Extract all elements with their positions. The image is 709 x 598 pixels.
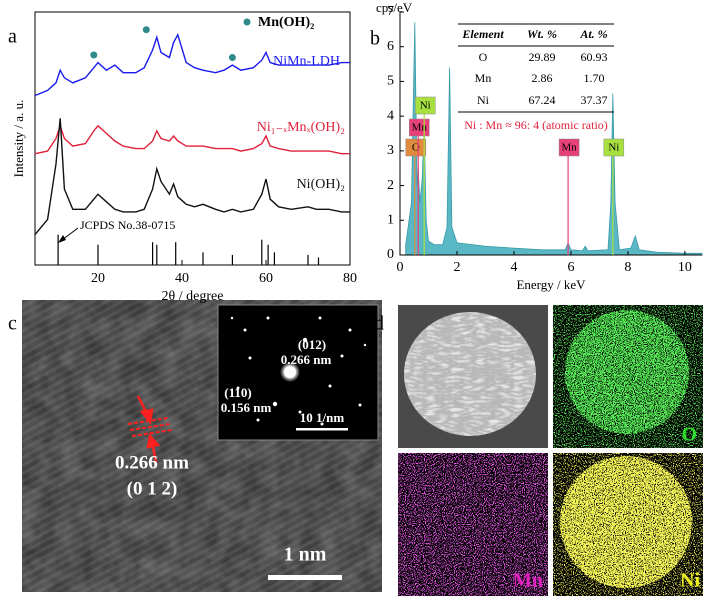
element-label: Mn xyxy=(561,142,577,154)
x-tick-label: 80 xyxy=(343,271,357,286)
x-tick-label: 10 xyxy=(678,260,692,275)
reference-arrow-head xyxy=(58,235,66,243)
element-label: O xyxy=(412,142,420,154)
x-tick-label: 6 xyxy=(567,260,574,275)
table-cell: 37.37 xyxy=(581,93,608,107)
y-tick-label: 2 xyxy=(387,178,394,193)
inset-plane-label: (012) xyxy=(298,337,326,352)
xrd-curve xyxy=(34,33,350,97)
element-box xyxy=(603,138,625,157)
panel-label: b xyxy=(370,28,380,50)
y-tick-label: 5 xyxy=(387,74,394,89)
y-tick-label: 3 xyxy=(387,143,394,158)
y-axis-label: cps/eV xyxy=(376,0,413,15)
inset-scale-label: 10 1/nm xyxy=(300,410,345,425)
o-map xyxy=(553,305,703,448)
x-tick-label: 2 xyxy=(453,260,460,275)
y-tick-label: 1 xyxy=(387,213,394,228)
series-label: NiMn-LDH xyxy=(273,54,340,69)
xrd-curve xyxy=(34,123,350,155)
ni-map xyxy=(553,453,703,596)
panel-label: d xyxy=(374,313,384,335)
y-axis-label: Intensity / a. u. xyxy=(11,100,26,178)
xrd-curve xyxy=(34,118,350,236)
x-tick-label: 0 xyxy=(397,260,404,275)
x-tick-label: 4 xyxy=(510,260,517,275)
ratio-note: Ni : Mn ≈ 96: 4 (atomic ratio) xyxy=(464,118,608,132)
y-tick-label: 7 xyxy=(387,4,394,19)
element-label: Mn xyxy=(412,122,428,134)
y-tick-label: 6 xyxy=(387,39,394,54)
table-cell: 2.86 xyxy=(532,71,553,85)
plane-label: (0 1 2) xyxy=(127,478,178,499)
x-tick-label: 60 xyxy=(259,271,273,286)
diffraction-inset xyxy=(217,304,379,441)
spectrum xyxy=(405,22,703,256)
x-tick-label: 8 xyxy=(624,260,631,275)
phase-marker xyxy=(90,51,98,59)
table-cell: 67.24 xyxy=(529,93,556,107)
panel-label: c xyxy=(8,313,17,335)
table-cell: Ni xyxy=(477,93,490,107)
y-tick-label: 4 xyxy=(387,108,394,123)
table-header: Element xyxy=(461,27,504,41)
element-box xyxy=(558,138,580,157)
table-cell: 29.89 xyxy=(529,50,556,64)
table-header: At. % xyxy=(579,27,607,41)
table-cell: O xyxy=(479,50,488,64)
sem-image xyxy=(398,305,548,448)
reference-label: JCPDS No.38-0715 xyxy=(80,218,175,232)
inset-spacing-label: 0.156 nm xyxy=(221,400,272,415)
element-box xyxy=(414,96,436,115)
phase-marker xyxy=(228,54,236,62)
axes xyxy=(399,12,702,256)
legend-marker xyxy=(243,18,251,26)
table-cell: Mn xyxy=(475,71,492,85)
inset-spacing-label: 0.266 nm xyxy=(281,352,332,367)
map-label: O xyxy=(681,424,697,446)
table-cell: 60.93 xyxy=(581,50,608,64)
table-header: Wt. % xyxy=(527,27,557,41)
element-label: Ni xyxy=(608,142,619,154)
phase-marker xyxy=(142,26,150,34)
map-label: Mn xyxy=(513,570,543,592)
y-tick-label: 0 xyxy=(387,247,394,262)
d-spacing-label: 0.266 nm xyxy=(115,452,189,473)
series-label: Ni₁₋ₓMnₓ(OH)₂ xyxy=(257,120,345,135)
scale-bar-label: 1 nm xyxy=(284,544,327,566)
mn-map xyxy=(398,453,548,596)
panel-label: a xyxy=(8,26,17,48)
x-axis-label: Energy / keV xyxy=(516,277,586,292)
element-label: Ni xyxy=(420,100,431,112)
plot-frame xyxy=(34,11,351,266)
x-axis-label: 2θ / degree xyxy=(162,289,224,304)
series-label: Ni(OH)₂ xyxy=(297,177,346,192)
element-box xyxy=(405,138,427,157)
x-tick-label: 20 xyxy=(91,271,105,286)
inset-plane-label: (110) xyxy=(224,385,251,400)
x-tick-label: 40 xyxy=(175,271,189,286)
legend-label: Mn(OH)₂ xyxy=(258,15,314,30)
map-label: Ni xyxy=(680,570,700,592)
table-cell: 1.70 xyxy=(584,71,605,85)
